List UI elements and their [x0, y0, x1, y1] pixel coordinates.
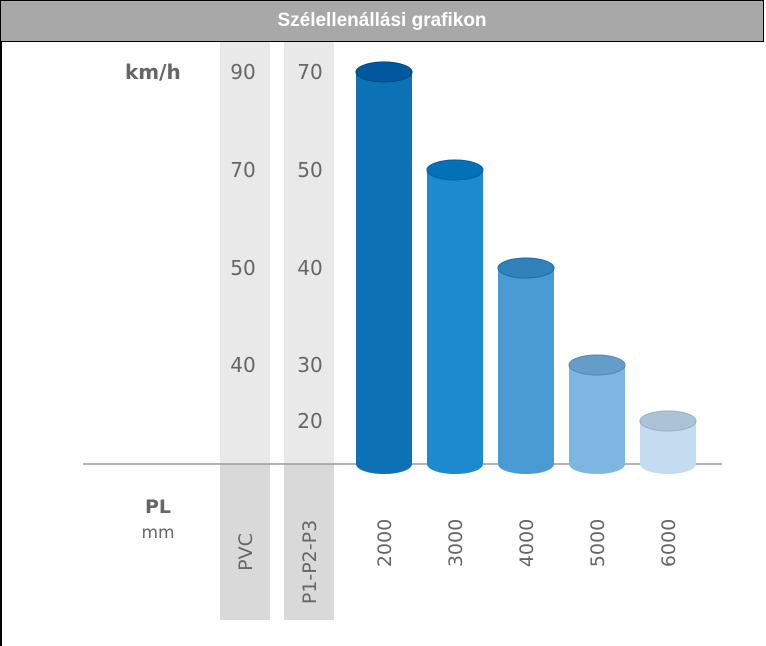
pvc-tick: 50 — [230, 256, 255, 280]
category-label-4000: 4000 — [516, 519, 538, 567]
pvc-tick: 90 — [230, 60, 255, 84]
bar-cap — [568, 354, 626, 376]
p-tick: 30 — [297, 353, 322, 377]
bar-bottom — [356, 454, 412, 474]
bar-4000 — [497, 257, 555, 474]
bar-body — [498, 268, 554, 464]
wind-resistance-chart: km/h PL mm PVC P1-P2-P3 90 70 50 40 70 5… — [83, 42, 722, 620]
category-label-3000: 3000 — [445, 519, 467, 567]
bar-2000 — [355, 61, 413, 474]
p-tick: 50 — [297, 158, 322, 182]
category-labels: 2000 3000 4000 5000 6000 — [374, 519, 680, 567]
p-column-label: P1-P2-P3 — [299, 520, 321, 604]
x-label-unit: mm — [141, 523, 174, 543]
chart-title: Szélellenállási grafikon — [0, 0, 764, 42]
x-label-main: PL — [145, 496, 171, 518]
y-unit-label: km/h — [125, 60, 181, 84]
pvc-tick: 70 — [230, 158, 255, 182]
pvc-label-strip — [220, 464, 270, 620]
bar-6000 — [639, 410, 697, 474]
p-tick: 40 — [297, 256, 322, 280]
bar-5000 — [568, 354, 626, 474]
bar-bottom — [498, 454, 554, 474]
pvc-tick: 40 — [230, 353, 255, 377]
bar-body — [569, 365, 625, 464]
bars-group — [355, 61, 697, 474]
frame-border-left — [0, 42, 2, 646]
bar-cap — [639, 410, 697, 432]
p-label-strip — [284, 464, 334, 620]
p-tick: 20 — [297, 409, 322, 433]
bar-cap — [497, 257, 555, 279]
bar-3000 — [426, 159, 484, 474]
category-label-2000: 2000 — [374, 519, 396, 567]
category-label-5000: 5000 — [587, 519, 609, 567]
bar-bottom — [640, 454, 696, 474]
pvc-column-label: PVC — [235, 533, 257, 571]
category-label-6000: 6000 — [658, 519, 680, 567]
p-tick: 70 — [297, 60, 322, 84]
bar-body — [427, 170, 483, 464]
bar-bottom — [427, 454, 483, 474]
bar-cap — [426, 159, 484, 181]
bar-body — [356, 72, 412, 464]
bar-bottom — [569, 454, 625, 474]
bar-cap — [355, 61, 413, 83]
